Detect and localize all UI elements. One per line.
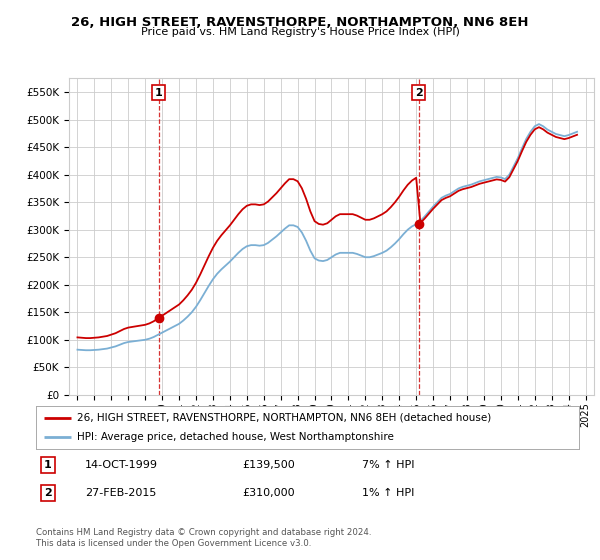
Text: HPI: Average price, detached house, West Northamptonshire: HPI: Average price, detached house, West…	[77, 432, 394, 442]
Text: 2: 2	[415, 87, 422, 97]
Text: 7% ↑ HPI: 7% ↑ HPI	[362, 460, 415, 470]
Text: Contains HM Land Registry data © Crown copyright and database right 2024.: Contains HM Land Registry data © Crown c…	[36, 528, 371, 536]
Text: £310,000: £310,000	[242, 488, 295, 498]
Text: 1: 1	[155, 87, 163, 97]
Text: 26, HIGH STREET, RAVENSTHORPE, NORTHAMPTON, NN6 8EH: 26, HIGH STREET, RAVENSTHORPE, NORTHAMPT…	[71, 16, 529, 29]
Text: 1: 1	[44, 460, 52, 470]
Text: Price paid vs. HM Land Registry's House Price Index (HPI): Price paid vs. HM Land Registry's House …	[140, 27, 460, 37]
Text: £139,500: £139,500	[242, 460, 295, 470]
Text: 14-OCT-1999: 14-OCT-1999	[85, 460, 158, 470]
Text: This data is licensed under the Open Government Licence v3.0.: This data is licensed under the Open Gov…	[36, 539, 311, 548]
Text: 27-FEB-2015: 27-FEB-2015	[85, 488, 156, 498]
Text: 1% ↑ HPI: 1% ↑ HPI	[362, 488, 414, 498]
Text: 2: 2	[44, 488, 52, 498]
Text: 26, HIGH STREET, RAVENSTHORPE, NORTHAMPTON, NN6 8EH (detached house): 26, HIGH STREET, RAVENSTHORPE, NORTHAMPT…	[77, 413, 491, 423]
